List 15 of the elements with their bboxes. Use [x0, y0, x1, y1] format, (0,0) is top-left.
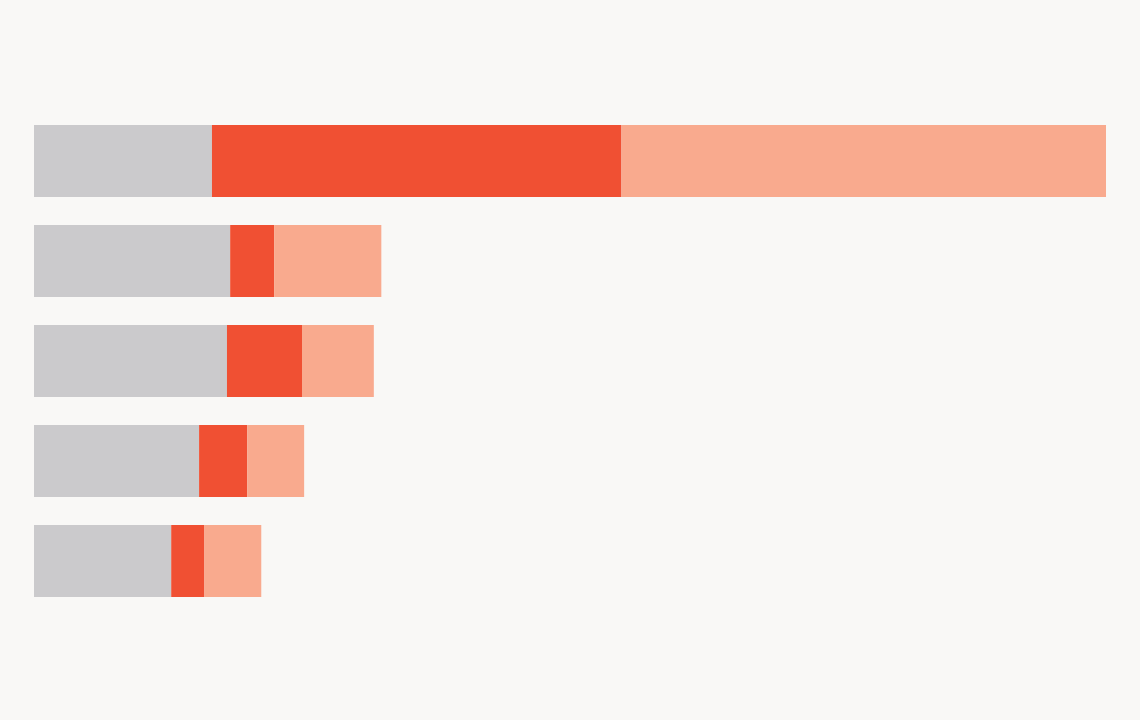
bar — [226, 325, 302, 397]
bar — [34, 225, 231, 297]
bar — [621, 125, 1106, 197]
bar — [247, 425, 305, 497]
bar — [34, 125, 212, 197]
bar — [274, 225, 382, 297]
bar — [199, 425, 248, 497]
bar — [34, 425, 200, 497]
bar — [34, 325, 227, 397]
bar — [204, 525, 262, 597]
bar — [34, 525, 172, 597]
bar — [302, 325, 374, 397]
bar — [211, 125, 622, 197]
bar — [230, 225, 275, 297]
bar — [171, 525, 205, 597]
